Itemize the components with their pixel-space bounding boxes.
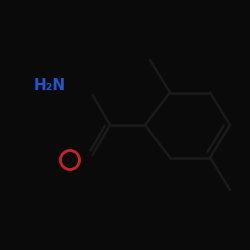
Text: H₂N: H₂N — [34, 78, 66, 92]
